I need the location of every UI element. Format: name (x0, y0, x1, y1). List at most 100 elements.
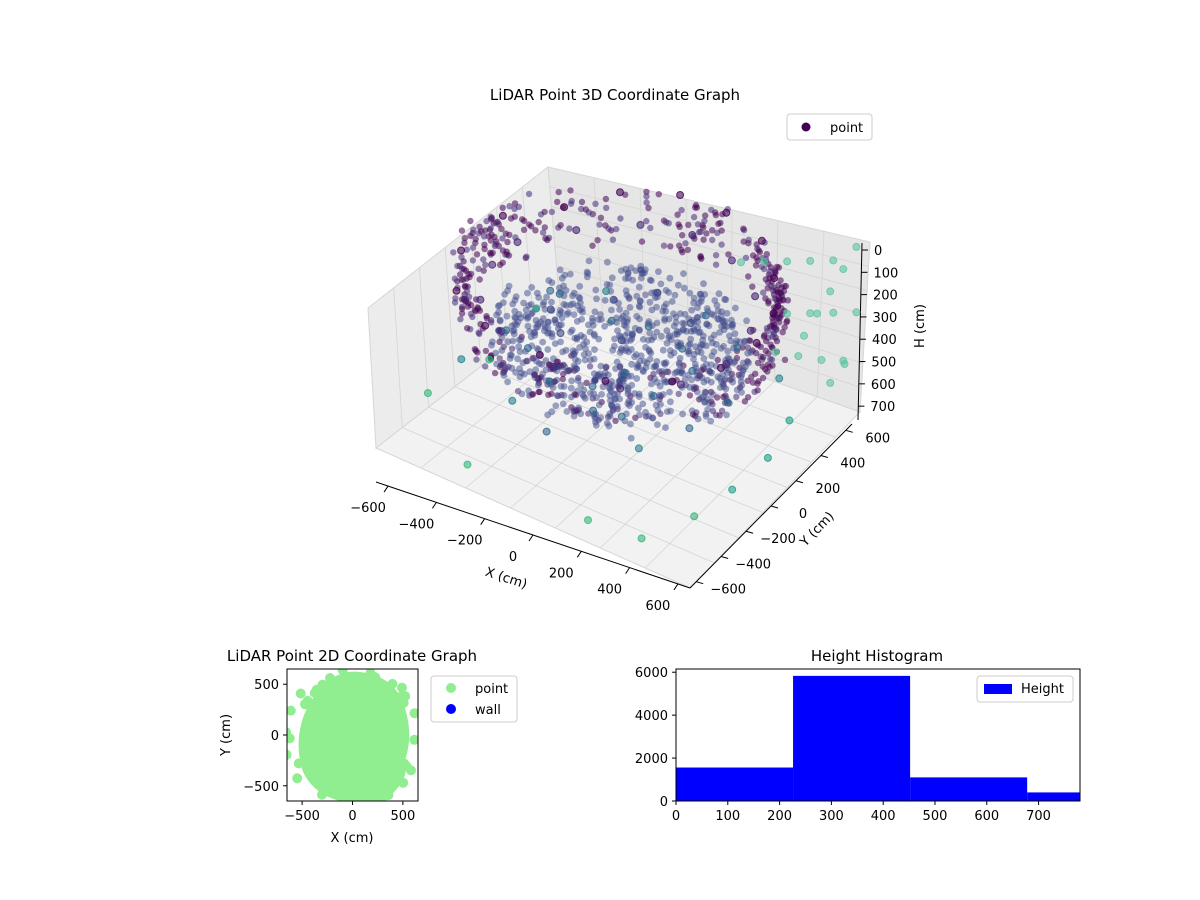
cloud-point (688, 376, 695, 384)
z-tick-label: 300 (872, 311, 897, 326)
cloud-point (482, 347, 490, 355)
cloud-point (675, 281, 682, 289)
cloud-point (528, 284, 536, 291)
cloud-point (657, 280, 665, 288)
cloud-point (622, 275, 629, 282)
cloud-point (487, 225, 494, 232)
x-tick-mark (383, 485, 389, 493)
data-point (840, 360, 849, 368)
cloud-point (568, 377, 575, 385)
cloud-point (662, 359, 670, 366)
cloud-point (728, 316, 735, 324)
cloud-point (701, 217, 708, 225)
cloud-point (701, 291, 709, 298)
data-point (653, 288, 662, 297)
scatter-2d-point (409, 734, 418, 745)
cloud-point (740, 225, 747, 232)
cloud-point (696, 328, 704, 336)
cloud-point (470, 226, 477, 233)
cloud-point (493, 360, 500, 368)
cloud-point (668, 298, 676, 305)
data-point (572, 226, 581, 235)
data-point (852, 308, 861, 317)
data-point (457, 246, 466, 255)
cloud-point (538, 361, 546, 368)
cloud-point (554, 198, 561, 206)
cloud-point (720, 318, 727, 326)
cloud-point (536, 388, 543, 395)
y-tick-label: −200 (760, 532, 796, 547)
cloud-point (783, 319, 790, 326)
cloud-point (500, 372, 508, 379)
cloud-point (629, 330, 636, 338)
cloud-point (611, 342, 618, 350)
cloud-point (644, 336, 652, 344)
y-tick-mark (845, 429, 853, 433)
data-point (839, 265, 848, 274)
cloud-point (516, 365, 523, 372)
cloud-point (613, 358, 621, 366)
cloud-point (601, 323, 608, 330)
data-point (535, 350, 544, 359)
cloud-point (583, 379, 590, 386)
cloud-point (567, 301, 575, 309)
cloud-point (464, 303, 472, 310)
cloud-point (589, 242, 596, 249)
cloud-point (526, 328, 533, 335)
scatter-2d-cloud (298, 671, 410, 801)
cloud-point (524, 313, 532, 321)
x-tick-mark (528, 534, 534, 542)
scatter-2d-point (323, 780, 334, 791)
x-axis-label-2d: X (cm) (331, 831, 374, 846)
data-point (829, 308, 838, 317)
ticks-2d: −500 0 500 500 0 −500 (243, 678, 415, 824)
scatter-2d-point (287, 749, 292, 760)
cloud-point (515, 343, 523, 350)
cloud-point (633, 292, 641, 300)
cloud-point (650, 363, 658, 371)
cloud-point (571, 355, 579, 363)
cloud-point (548, 390, 555, 397)
cloud-point (702, 212, 709, 219)
cloud-point (747, 337, 754, 344)
cloud-point (662, 424, 669, 431)
cloud-point (707, 361, 715, 368)
cloud-point (461, 239, 468, 246)
scatter-2d-point (302, 695, 313, 706)
cloud-point (580, 393, 588, 400)
cloud-point (762, 276, 769, 283)
cloud-point (718, 241, 725, 248)
x-tick-label-hist: 200 (767, 809, 792, 824)
data-point (702, 311, 710, 320)
cloud-point (778, 284, 785, 291)
x-tick-label: −600 (350, 501, 386, 516)
cloud-point (733, 386, 741, 394)
cloud-point (597, 362, 605, 370)
cloud-point (489, 338, 496, 346)
cloud-point (694, 304, 701, 311)
cloud-point (611, 396, 619, 403)
data-point (760, 257, 768, 266)
cloud-point (516, 373, 524, 381)
cloud-point (712, 340, 720, 348)
data-point (607, 316, 616, 325)
cloud-point (577, 381, 585, 389)
y-tick-label-2d: −500 (243, 780, 279, 795)
cloud-point (775, 294, 783, 302)
data-point (617, 336, 626, 345)
cloud-point (622, 309, 630, 317)
scatter-2d-point (336, 779, 347, 790)
cloud-point (687, 328, 695, 335)
data-point (783, 257, 792, 266)
cloud-point (498, 347, 506, 354)
cloud-point (626, 304, 634, 311)
cloud-point (707, 417, 715, 425)
cloud-point (643, 188, 650, 195)
cloud-point (667, 407, 674, 415)
cloud-point (469, 257, 477, 264)
cloud-point (548, 298, 555, 306)
data-point (746, 326, 755, 335)
scatter-2d-point (383, 790, 394, 801)
scatter-2d-point (287, 705, 296, 716)
cloud-point (511, 200, 519, 207)
